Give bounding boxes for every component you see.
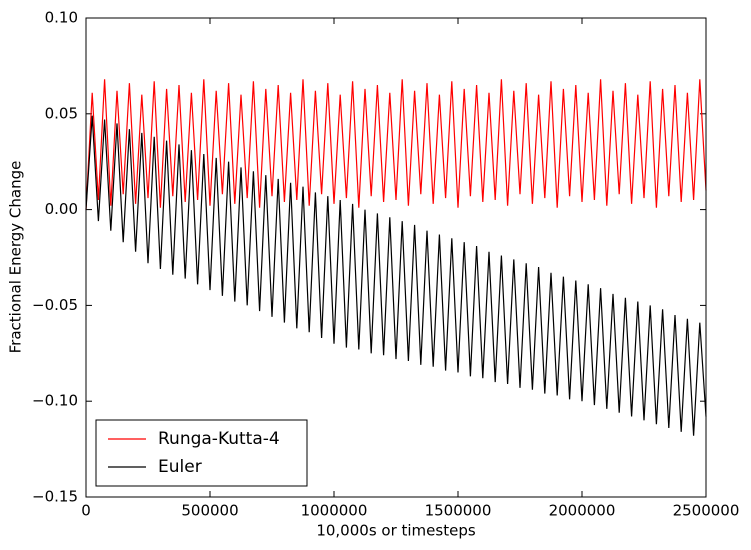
y-tick-label: 0.05 [45,104,78,122]
y-tick-label: −0.10 [32,392,78,410]
legend-label: Euler [158,457,202,477]
series-line [85,79,707,210]
x-tick-label: 500000 [181,502,238,520]
y-tick-label: 0.10 [45,9,78,27]
x-tick-label: 1500000 [425,502,492,520]
series-line [85,115,707,436]
x-axis-label: 10,000s or timesteps [316,522,476,540]
legend-box [95,419,308,487]
y-axis-label: Fractional Energy Change [7,161,25,354]
y-tick-label: −0.05 [32,296,78,314]
y-tick-label: 0.00 [45,200,78,218]
x-tick-label: 0 [81,502,91,520]
x-tick-label: 2500000 [673,502,740,520]
x-tick-label: 1000000 [301,502,368,520]
legend-label: Runga-Kutta-4 [158,429,280,449]
plot-frame [85,17,707,498]
x-tick-label: 2000000 [549,502,616,520]
y-tick-label: −0.15 [32,488,78,506]
